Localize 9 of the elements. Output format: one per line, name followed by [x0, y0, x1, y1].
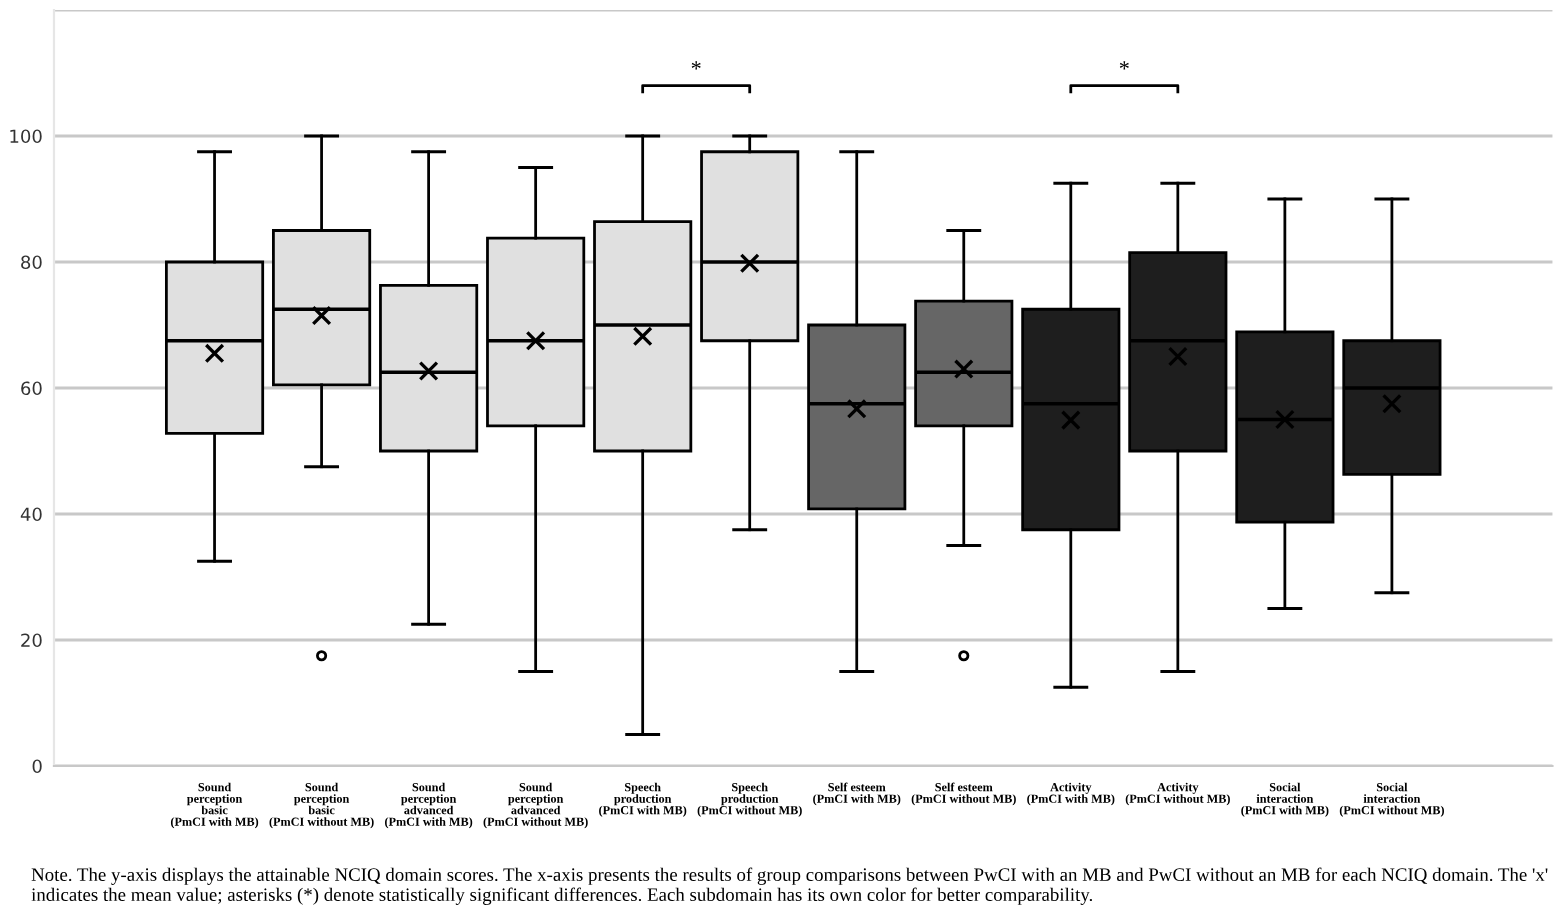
y-tick-label: 0 [32, 759, 42, 774]
y-tick-label: 100 [10, 129, 42, 144]
y-tick-label: 80 [21, 255, 42, 270]
y-tick-label: 40 [20, 507, 42, 522]
y-tick-label: 60 [21, 381, 42, 396]
text: Note. The y-axis displays the attainable NCIQ domain scores. The x-axis presents the results of group comparisons between PwCI with an MB and PwCI without an MB for each NCIQ domain. The 'x' indicates the mean value; asterisks (*) denote statistically significant differences. Each subdomain has its own color for better comparability. [31, 867, 1548, 905]
y-tick-label: 20 [21, 633, 42, 648]
annotation: * [1119, 61, 1129, 70]
annotation: * [691, 61, 701, 70]
